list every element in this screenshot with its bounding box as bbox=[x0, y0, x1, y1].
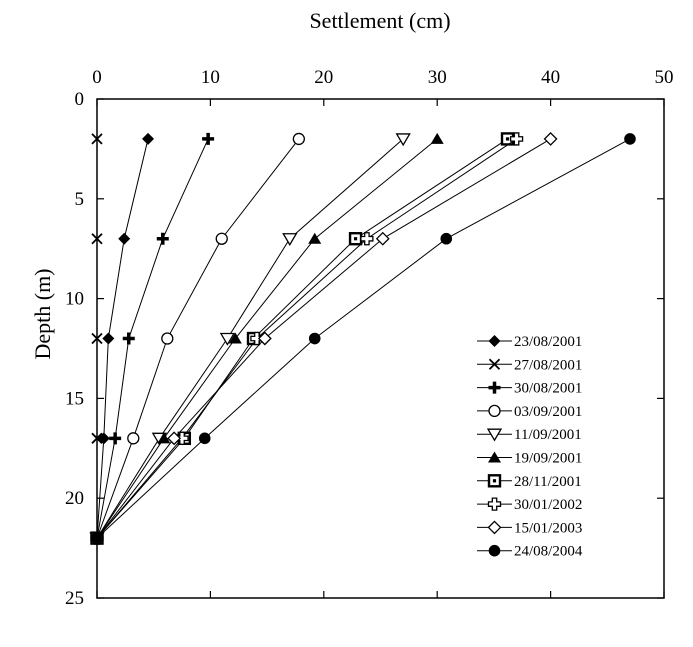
legend-marker bbox=[488, 451, 501, 463]
x-tick-label: 20 bbox=[314, 67, 333, 88]
data-point bbox=[122, 332, 135, 345]
data-point bbox=[308, 332, 321, 345]
series-layer bbox=[89, 132, 636, 546]
series-line bbox=[96, 138, 517, 539]
legend-marker bbox=[487, 520, 502, 535]
legend-label: 15/01/2003 bbox=[514, 520, 582, 536]
legend-entry: 23/08/2001 bbox=[477, 334, 582, 350]
data-point bbox=[161, 332, 174, 345]
x-tick-label: 30 bbox=[428, 67, 447, 88]
legend-marker bbox=[488, 335, 501, 347]
legend-marker bbox=[486, 428, 503, 442]
legend-marker bbox=[488, 404, 501, 418]
data-point bbox=[440, 232, 453, 245]
legend-label: 30/01/2002 bbox=[514, 497, 582, 513]
data-point bbox=[215, 232, 228, 245]
legend-entry: 30/08/2001 bbox=[477, 381, 582, 397]
legend-label: 28/11/2001 bbox=[514, 474, 582, 490]
data-point bbox=[91, 233, 103, 245]
legend-label: 24/08/2004 bbox=[514, 544, 583, 560]
y-tick-label: 15 bbox=[65, 388, 84, 409]
data-point bbox=[198, 432, 211, 445]
y-tick-label: 20 bbox=[65, 488, 84, 509]
data-point bbox=[91, 432, 103, 444]
legend-entry: 27/08/2001 bbox=[477, 357, 582, 373]
legend-entry: 24/08/2004 bbox=[477, 544, 583, 560]
x-axis-title: Settlement (cm) bbox=[309, 8, 450, 33]
x-tick-label: 0 bbox=[92, 67, 102, 88]
marker-dot bbox=[505, 137, 510, 141]
legend-label: 19/09/2001 bbox=[514, 451, 582, 467]
y-tick-label: 25 bbox=[65, 588, 84, 609]
legend-entry: 28/11/2001 bbox=[477, 474, 582, 490]
marker-dot bbox=[492, 479, 497, 483]
legend-entry: 19/09/2001 bbox=[477, 451, 582, 467]
legend-label: 30/08/2001 bbox=[514, 381, 582, 397]
legend: 23/08/2001 27/08/2001 30/08/2001 03/09/2001… bbox=[477, 334, 583, 560]
y-tick-label: 0 bbox=[75, 89, 85, 110]
data-point bbox=[91, 133, 103, 145]
data-point bbox=[228, 332, 242, 344]
x-tick-label: 50 bbox=[655, 67, 674, 88]
legend-marker bbox=[487, 474, 502, 488]
y-tick-label: 5 bbox=[75, 189, 85, 210]
series-19/09/2001 bbox=[90, 132, 444, 544]
series-24/08/2004 bbox=[91, 133, 636, 544]
x-tick-label: 40 bbox=[541, 67, 560, 88]
legend-marker bbox=[488, 544, 501, 557]
data-point bbox=[127, 432, 140, 445]
data-point bbox=[109, 432, 122, 445]
legend-entry: 03/09/2001 bbox=[477, 404, 582, 420]
legend-entry: 30/01/2002 bbox=[477, 497, 582, 513]
data-point bbox=[202, 132, 215, 145]
data-point bbox=[375, 231, 390, 246]
data-point bbox=[142, 132, 155, 145]
data-point bbox=[308, 232, 322, 244]
data-point bbox=[257, 331, 272, 346]
x-tick-label: 10 bbox=[201, 67, 220, 88]
data-point bbox=[157, 432, 171, 444]
legend-marker bbox=[487, 497, 502, 511]
series-line bbox=[96, 138, 508, 539]
series-15/01/2003 bbox=[90, 132, 558, 546]
data-point bbox=[97, 432, 110, 445]
legend-label: 11/09/2001 bbox=[514, 427, 582, 443]
y-tick-label: 10 bbox=[65, 289, 84, 310]
legend-label: 23/08/2001 bbox=[514, 334, 582, 350]
legend-entry: 15/01/2003 bbox=[477, 520, 582, 536]
data-point bbox=[167, 431, 182, 446]
data-point bbox=[219, 332, 236, 346]
legend-label: 27/08/2001 bbox=[514, 357, 582, 373]
data-point bbox=[118, 232, 131, 245]
y-axis-title: Depth (m) bbox=[30, 268, 55, 359]
data-point bbox=[102, 332, 115, 345]
data-point bbox=[348, 232, 363, 246]
data-point bbox=[360, 232, 374, 246]
data-point bbox=[543, 132, 558, 146]
data-point bbox=[395, 133, 411, 147]
axis-ticks: 0 10 20 30 40 50 0 5 10 15 20 25 bbox=[65, 67, 674, 609]
legend-label: 03/09/2001 bbox=[514, 404, 582, 420]
legend-marker bbox=[488, 381, 501, 394]
data-point bbox=[156, 232, 169, 245]
data-point bbox=[430, 132, 444, 144]
data-point bbox=[509, 132, 524, 146]
data-point bbox=[282, 233, 298, 246]
legend-marker bbox=[488, 358, 501, 370]
data-point bbox=[91, 532, 103, 544]
legend-entry: 11/09/2001 bbox=[477, 427, 582, 443]
data-point bbox=[91, 332, 103, 345]
series-28/11/2001 bbox=[90, 132, 515, 545]
marker-dot bbox=[353, 237, 358, 241]
data-point bbox=[624, 133, 636, 145]
data-point bbox=[292, 132, 306, 146]
